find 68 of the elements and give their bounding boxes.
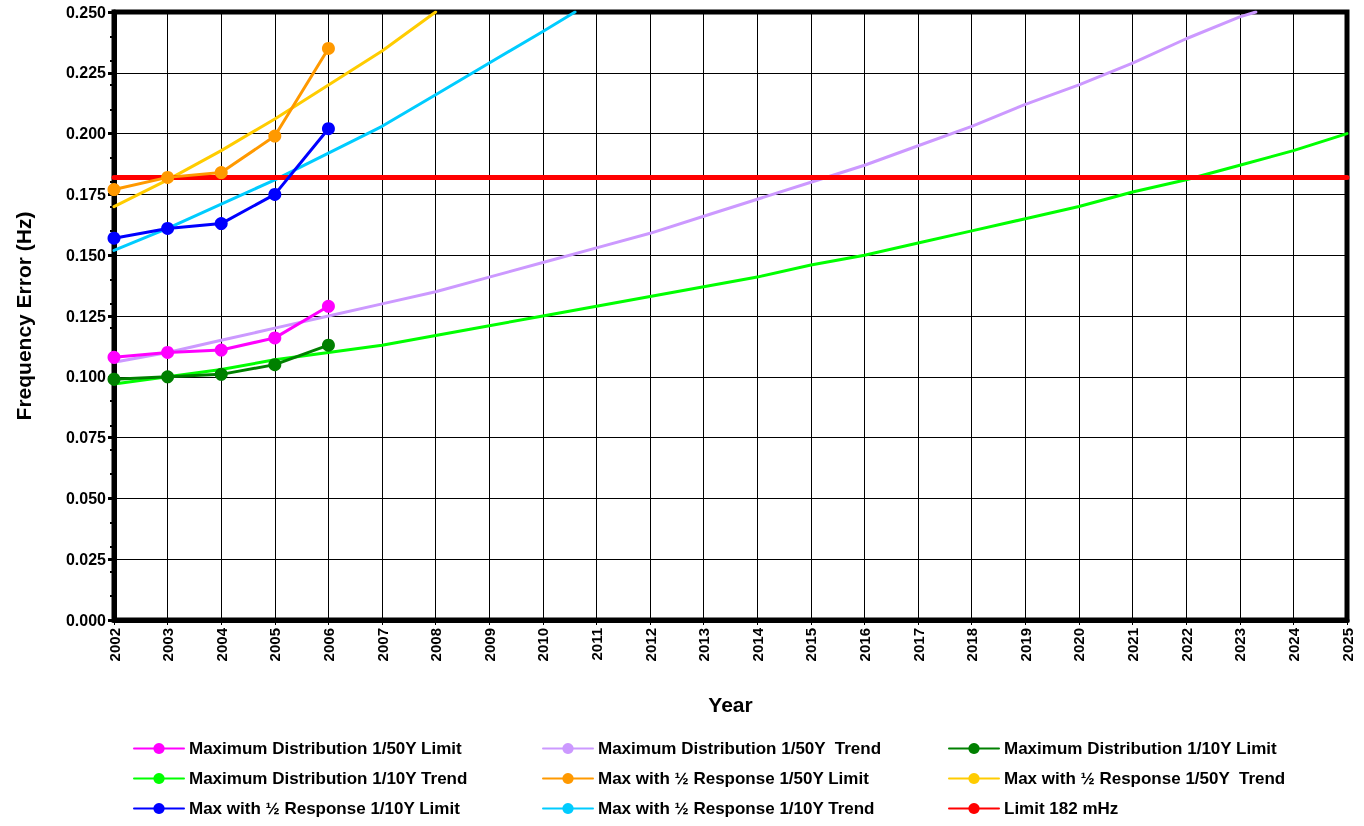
x-tick-label: 2023: [1231, 628, 1249, 662]
point: [321, 338, 335, 352]
legend-label: Max with ½ Response 1/10Y Limit: [189, 799, 461, 818]
point: [161, 370, 175, 384]
x-tick-label: 2004: [212, 627, 230, 662]
x-tick-label: 2016: [856, 628, 874, 662]
x-tick-label: 2002: [105, 628, 123, 662]
x-tick-label: 2020: [1070, 628, 1088, 662]
x-tick-label: 2011: [587, 628, 605, 661]
point: [214, 343, 228, 357]
legend-label: Maximum Distribution 1/10Y Trend: [189, 769, 468, 788]
line-series: [112, 10, 438, 209]
x-tick-label: 2015: [802, 628, 820, 662]
x-tick-label: 2013: [695, 628, 713, 662]
point: [161, 221, 175, 235]
x-tick-label: 2014: [748, 627, 766, 662]
y-tick-label: 0.075: [65, 429, 107, 447]
point: [268, 187, 282, 201]
legend-label: Maximum Distribution 1/10Y Limit: [1004, 739, 1278, 758]
y-tick-label: 0.250: [65, 3, 107, 21]
legend-label: Max with ½ Response 1/50Y Limit: [598, 769, 870, 788]
line-series: [112, 10, 577, 252]
x-tick-label: 2010: [534, 628, 552, 662]
x-tick-label: 2018: [963, 628, 981, 662]
point: [107, 183, 121, 197]
x-tick-label: 2005: [266, 628, 284, 662]
x-tick-label: 2021: [1124, 628, 1142, 662]
y-tick-label: 0.050: [65, 489, 107, 507]
point: [214, 217, 228, 231]
y-tick-label: 0.125: [65, 307, 107, 325]
point: [161, 345, 175, 359]
x-tick-label: 2017: [909, 628, 927, 662]
x-tick-label: 2006: [319, 628, 337, 662]
x-tick-label: 2025: [1338, 628, 1356, 662]
point: [107, 350, 121, 364]
y-tick-label: 0.225: [65, 64, 107, 82]
y-tick-label: 0.150: [65, 246, 107, 264]
legend-label: Maximum Distribution 1/50Y Trend: [598, 739, 882, 758]
x-tick-label: 2019: [1016, 628, 1034, 662]
x-tick-label: 2003: [159, 628, 177, 662]
y-tick-label: 0.000: [65, 611, 107, 629]
x-tick-label: 2012: [641, 628, 659, 662]
legend-label: Max with ½ Response 1/50Y Trend: [1004, 769, 1286, 788]
point: [321, 299, 335, 313]
y-tick-label: 0.100: [65, 368, 107, 386]
point: [268, 358, 282, 372]
y-tick-label: 0.175: [65, 185, 107, 203]
legend-label: Max with ½ Response 1/10Y Trend: [598, 799, 875, 818]
point: [107, 372, 121, 386]
x-tick-label: 2008: [427, 628, 445, 662]
x-tick-label: 2024: [1284, 627, 1302, 662]
legend-label: Limit 182 mHz: [1004, 799, 1119, 818]
y-tick-label: 0.200: [65, 125, 107, 143]
x-tick-label: 2007: [373, 628, 391, 662]
point: [107, 231, 121, 245]
point: [214, 367, 228, 381]
point: [321, 41, 335, 55]
x-tick-label: 2009: [480, 628, 498, 662]
point: [268, 331, 282, 345]
legend-label: Maximum Distribution 1/50Y Limit: [189, 739, 463, 758]
point: [214, 166, 228, 180]
x-tick-label: 2022: [1177, 628, 1195, 662]
y-tick-label: 0.025: [65, 550, 107, 568]
point: [161, 170, 175, 184]
point: [321, 122, 335, 136]
y-axis-title: Frequency Error (Hz): [12, 211, 35, 421]
x-axis-title: Year: [708, 693, 753, 716]
point: [268, 129, 282, 143]
